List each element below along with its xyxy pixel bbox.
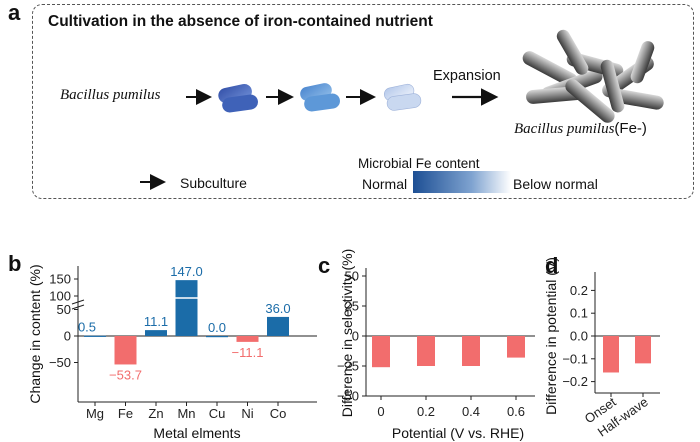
c-y-tick-label: 50 xyxy=(345,269,359,284)
c-bar xyxy=(462,336,480,366)
b-bar-cu xyxy=(206,336,228,338)
b-bar-co xyxy=(267,316,289,336)
b-axis-break-1 xyxy=(71,299,85,305)
cells-stage-2 xyxy=(300,83,340,112)
panel-a-letter: a xyxy=(8,0,21,25)
c-x-tick-label: 0 xyxy=(377,404,384,419)
d-y-tick-label: −0.1 xyxy=(562,351,588,366)
c-bar xyxy=(372,336,390,368)
d-bar xyxy=(635,336,651,364)
legend-subculture-label: Subculture xyxy=(180,175,247,191)
sem-bacteria-image xyxy=(522,29,664,123)
b-x-tick-label: Cu xyxy=(209,406,226,421)
c-bar xyxy=(417,336,435,366)
c-x-tick-label: 0.2 xyxy=(417,404,435,419)
c-y-tick-label: 0 xyxy=(352,329,359,344)
c-x-axis-title: Potential (V vs. RHE) xyxy=(392,425,524,441)
b-x-tick-label: Ni xyxy=(241,406,253,421)
panel-a-title: Cultivation in the absence of iron-conta… xyxy=(48,13,433,30)
b-y-tick-label: 100 xyxy=(49,289,71,304)
c-y-tick-label: 25 xyxy=(345,299,359,314)
d-y-axis-title: Difference in potential (V) xyxy=(543,257,559,415)
b-x-tick-label: Mn xyxy=(177,406,195,421)
b-x-tick-label: Fe xyxy=(118,406,133,421)
cells-stage-1 xyxy=(218,84,258,113)
c-y-tick-label: −25 xyxy=(337,359,359,374)
b-y-axis-title: Change in content (%) xyxy=(27,264,43,403)
c-y-axis-title: Difference in selectivity (%) xyxy=(339,249,355,418)
b-x-tick-label: Co xyxy=(270,406,287,421)
c-bar xyxy=(507,336,525,358)
legend-normal-label: Normal xyxy=(362,176,408,192)
culture-flow-diagram xyxy=(140,29,664,193)
b-data-label: 0.5 xyxy=(78,320,96,335)
b-data-label: 147.0 xyxy=(170,264,203,279)
d-y-tick-label: 0.1 xyxy=(570,306,588,321)
b-data-label: 36.0 xyxy=(265,301,290,316)
d-y-tick-label: 0.2 xyxy=(570,283,588,298)
b-x-tick-label: Mg xyxy=(86,406,104,421)
panel-c-letter: c xyxy=(318,253,331,278)
charts-svg: 150100500−50Mg0.5Fe−53.7Zn11.1Mn147.0Cu0… xyxy=(27,249,660,441)
fe-content-gradient-bar xyxy=(413,171,511,193)
result-organism-suffix: (Fe-) xyxy=(614,120,647,137)
d-bar xyxy=(603,336,619,373)
result-organism-name: Bacillus pumilus xyxy=(514,121,615,137)
b-axis-break-2 xyxy=(71,304,85,310)
b-y-tick-label: 50 xyxy=(57,302,71,317)
legend-gradient-title: Microbial Fe content xyxy=(358,156,480,171)
organism-label: Bacillus pumilus xyxy=(60,87,161,103)
expansion-label: Expansion xyxy=(433,68,501,84)
cells-stage-3 xyxy=(383,83,422,111)
panel-d-letter: d xyxy=(545,253,559,278)
b-bar-fe xyxy=(114,336,137,365)
b-x-axis-title: Metal elments xyxy=(153,425,240,441)
b-x-tick-label: Zn xyxy=(148,406,163,421)
result-organism-label: Bacillus pumilus(Fe-) xyxy=(514,120,647,138)
b-bar-mg xyxy=(84,335,106,337)
panel-b-letter: b xyxy=(8,251,22,276)
b-data-label: 0.0 xyxy=(208,320,226,335)
d-y-tick-label: 0.0 xyxy=(570,329,588,344)
b-bar-mn xyxy=(175,280,198,336)
b-data-label: −11.1 xyxy=(232,345,264,360)
b-data-label: 11.1 xyxy=(144,314,168,329)
b-bar-ni xyxy=(236,336,259,342)
c-x-tick-label: 0.6 xyxy=(507,404,525,419)
b-y-tick-label: −50 xyxy=(49,355,71,370)
b-y-tick-label: 150 xyxy=(49,272,71,287)
panel-a-frame xyxy=(32,4,694,199)
b-data-label: −53.7 xyxy=(109,367,142,382)
b-y-tick-label: 0 xyxy=(64,329,71,344)
d-y-tick-label: −0.2 xyxy=(562,374,588,389)
legend-below-normal-label: Below normal xyxy=(513,176,598,192)
c-x-tick-label: 0.4 xyxy=(462,404,480,419)
c-y-tick-label: −50 xyxy=(337,389,359,404)
b-bar-zn xyxy=(145,330,167,336)
